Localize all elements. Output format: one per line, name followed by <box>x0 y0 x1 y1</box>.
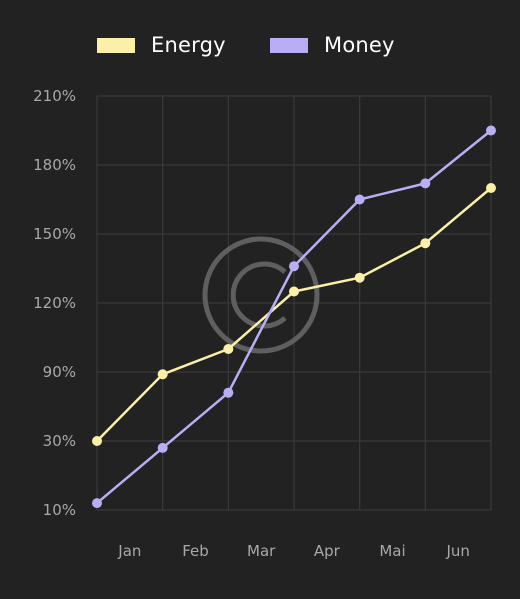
data-point-money[interactable] <box>223 387 234 398</box>
legend-label-money: Money <box>324 33 395 57</box>
x-tick-label: Mar <box>247 542 276 560</box>
data-point-money[interactable] <box>420 178 431 189</box>
data-point-money[interactable] <box>486 125 496 136</box>
y-tick-label: 210% <box>33 87 76 105</box>
legend-item-money[interactable]: Money <box>270 33 395 57</box>
y-tick-label: 30% <box>43 432 76 450</box>
legend-swatch-energy <box>97 37 135 53</box>
data-point-energy[interactable] <box>223 344 234 354</box>
data-point-energy[interactable] <box>486 183 496 193</box>
legend: Energy Money <box>0 0 520 90</box>
x-tick-label: Jun <box>445 542 469 560</box>
series <box>92 125 496 509</box>
data-point-energy[interactable] <box>354 272 365 283</box>
data-point-energy[interactable] <box>157 369 168 380</box>
y-tick-label: 150% <box>33 225 76 243</box>
data-point-money[interactable] <box>289 261 299 272</box>
data-point-money[interactable] <box>354 194 365 205</box>
y-tick-label: 120% <box>33 294 76 312</box>
copyright-c-icon <box>230 261 287 329</box>
data-point-energy[interactable] <box>92 436 102 446</box>
x-tick-label: Feb <box>182 542 209 560</box>
copyright-ring <box>202 236 320 354</box>
grid <box>96 95 492 511</box>
y-tick-label: 180% <box>33 156 76 174</box>
data-point-money[interactable] <box>92 498 102 509</box>
data-point-energy[interactable] <box>289 286 299 297</box>
legend-label-energy: Energy <box>151 33 226 57</box>
x-tick-label: Apr <box>314 542 341 560</box>
x-axis-ticks: Jan Feb Mar Apr Mai Jun <box>117 542 470 560</box>
y-tick-label: 90% <box>43 363 76 381</box>
data-point-money[interactable] <box>157 442 168 453</box>
legend-item-energy[interactable]: Energy <box>97 33 226 57</box>
watermark <box>202 236 320 354</box>
x-tick-label: Jan <box>117 542 141 560</box>
y-tick-label: 10% <box>43 501 76 519</box>
legend-swatch-money <box>270 37 308 53</box>
data-point-energy[interactable] <box>420 238 431 249</box>
y-axis-ticks: 10% 30% 90% 120% 150% 180% 210% <box>33 87 76 519</box>
x-tick-label: Mai <box>379 542 405 560</box>
